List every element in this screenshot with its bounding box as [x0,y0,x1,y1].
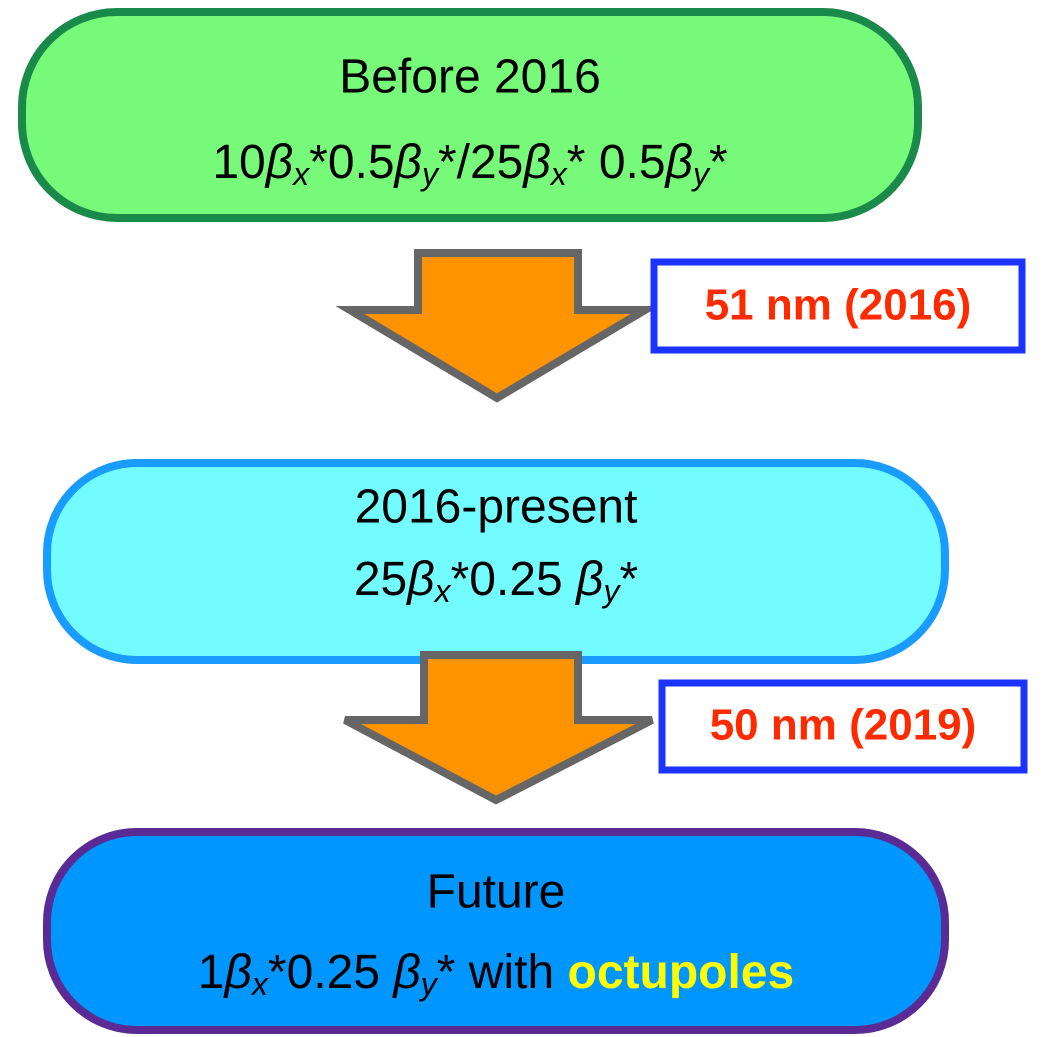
formula-run: 1 [198,946,225,999]
formula-run: x [549,156,568,192]
tag-box [650,258,1026,354]
formula-run: *0.25 [268,946,393,999]
arrow [335,249,660,403]
formula-run: β [393,136,422,189]
tag-label: 51 nm (2016) [705,281,972,330]
node-formula: 1βx*0.25 βy* with octupoles [198,946,794,1003]
formula-run: * [619,553,638,606]
formula-run: β [664,136,693,189]
node-formula: 25βx*0.25 βy* [354,553,638,610]
formula-run: y [601,573,621,609]
formula-run: *0.5 [309,136,394,189]
node-label: Future [427,866,566,919]
formula-run: β [391,946,420,999]
formula-run: β [264,136,293,189]
formula-run: β [574,553,603,606]
formula-run: * [709,136,728,189]
formula-run: x [250,966,269,1002]
formula-run: y [691,156,711,192]
formula-run: octupoles [568,946,795,999]
formula-run: 10 [212,136,265,189]
formula-run: β [223,946,252,999]
formula-run: β [405,553,434,606]
formula-run: x [291,156,310,192]
node-formula: 10βx*0.5βy*/25βx* 0.5βy* [212,136,727,193]
node-box [43,828,949,1034]
formula-run: */25 [438,136,523,189]
node-label: Before 2016 [339,51,601,104]
arrow [343,651,654,805]
formula-run: x [433,573,452,609]
formula-run: * 0.5 [567,136,666,189]
formula-run: *0.25 [451,553,576,606]
tag-label: 50 nm (2019) [710,701,977,750]
formula-run: y [419,966,439,1002]
node-label: 2016-present [355,481,638,534]
formula-run: 25 [354,553,407,606]
formula-run: β [521,136,550,189]
formula-run: * with [437,946,568,999]
node-box [18,8,922,222]
tag-box [658,679,1028,774]
formula-run: y [420,156,440,192]
